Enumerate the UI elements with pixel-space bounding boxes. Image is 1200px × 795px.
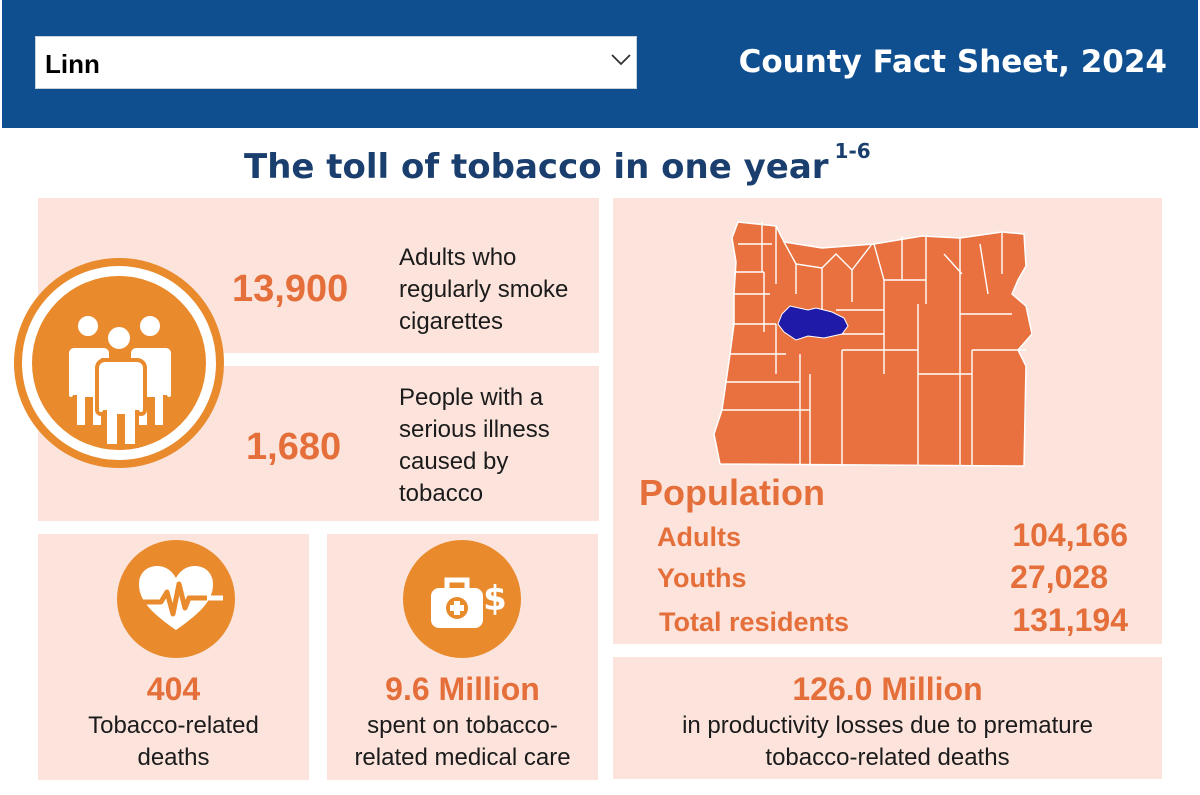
population-adults-value: 104,166 (1012, 517, 1128, 553)
productivity-loss-amount: 126.0 Million (792, 671, 983, 707)
population-adults-label: Adults (657, 522, 741, 552)
oregon-state-shape (713, 221, 1032, 467)
heart-heartbeat-icon (135, 566, 223, 630)
illness-count: 1,680 (246, 426, 342, 468)
county-select[interactable]: Linn (35, 36, 637, 89)
people-icon (65, 312, 175, 448)
population-title: Population (639, 472, 825, 513)
header-bar: Linn County Fact Sheet, 2024 (2, 0, 1198, 128)
illness-description: People with a serious illness caused by … (399, 384, 550, 507)
svg-text:$: $ (483, 579, 507, 619)
deaths-count: 404 (146, 671, 201, 707)
medical-bag-dollar-icon: $ (431, 577, 507, 628)
productivity-loss-description: in productivity losses due to premature … (682, 712, 1093, 771)
section-title: The toll of tobacco in one year 1-6 (244, 139, 871, 187)
population-total-label: Total residents (659, 607, 850, 637)
medical-icon-badge: $ (403, 540, 521, 658)
medical-cost-amount: 9.6 Million (385, 671, 540, 707)
population-youths-label: Youths (657, 563, 747, 593)
county-select-value: Linn (45, 49, 100, 79)
deaths-description: Tobacco-related deaths (88, 712, 259, 771)
oregon-county-map (713, 221, 1032, 467)
heart-icon-badge (117, 540, 235, 658)
productivity-panel (613, 657, 1162, 779)
smokers-count: 13,900 (232, 268, 349, 310)
people-icon-background (32, 276, 206, 450)
population-total-value: 131,194 (1012, 602, 1128, 638)
chevron-down-icon[interactable] (610, 53, 632, 67)
smokers-description: Adults who regularly smoke cigarettes (399, 244, 569, 335)
population-youths-value: 27,028 (1010, 559, 1108, 595)
medical-cost-description: spent on tobacco-related medical care (354, 712, 571, 771)
page-title: County Fact Sheet, 2024 (738, 44, 1167, 80)
people-icon-badge (14, 258, 224, 468)
title-footnote-ref: 1-6 (834, 139, 871, 163)
section-title-text: The toll of tobacco in one year (244, 147, 829, 187)
linn-county-highlight (777, 305, 849, 341)
